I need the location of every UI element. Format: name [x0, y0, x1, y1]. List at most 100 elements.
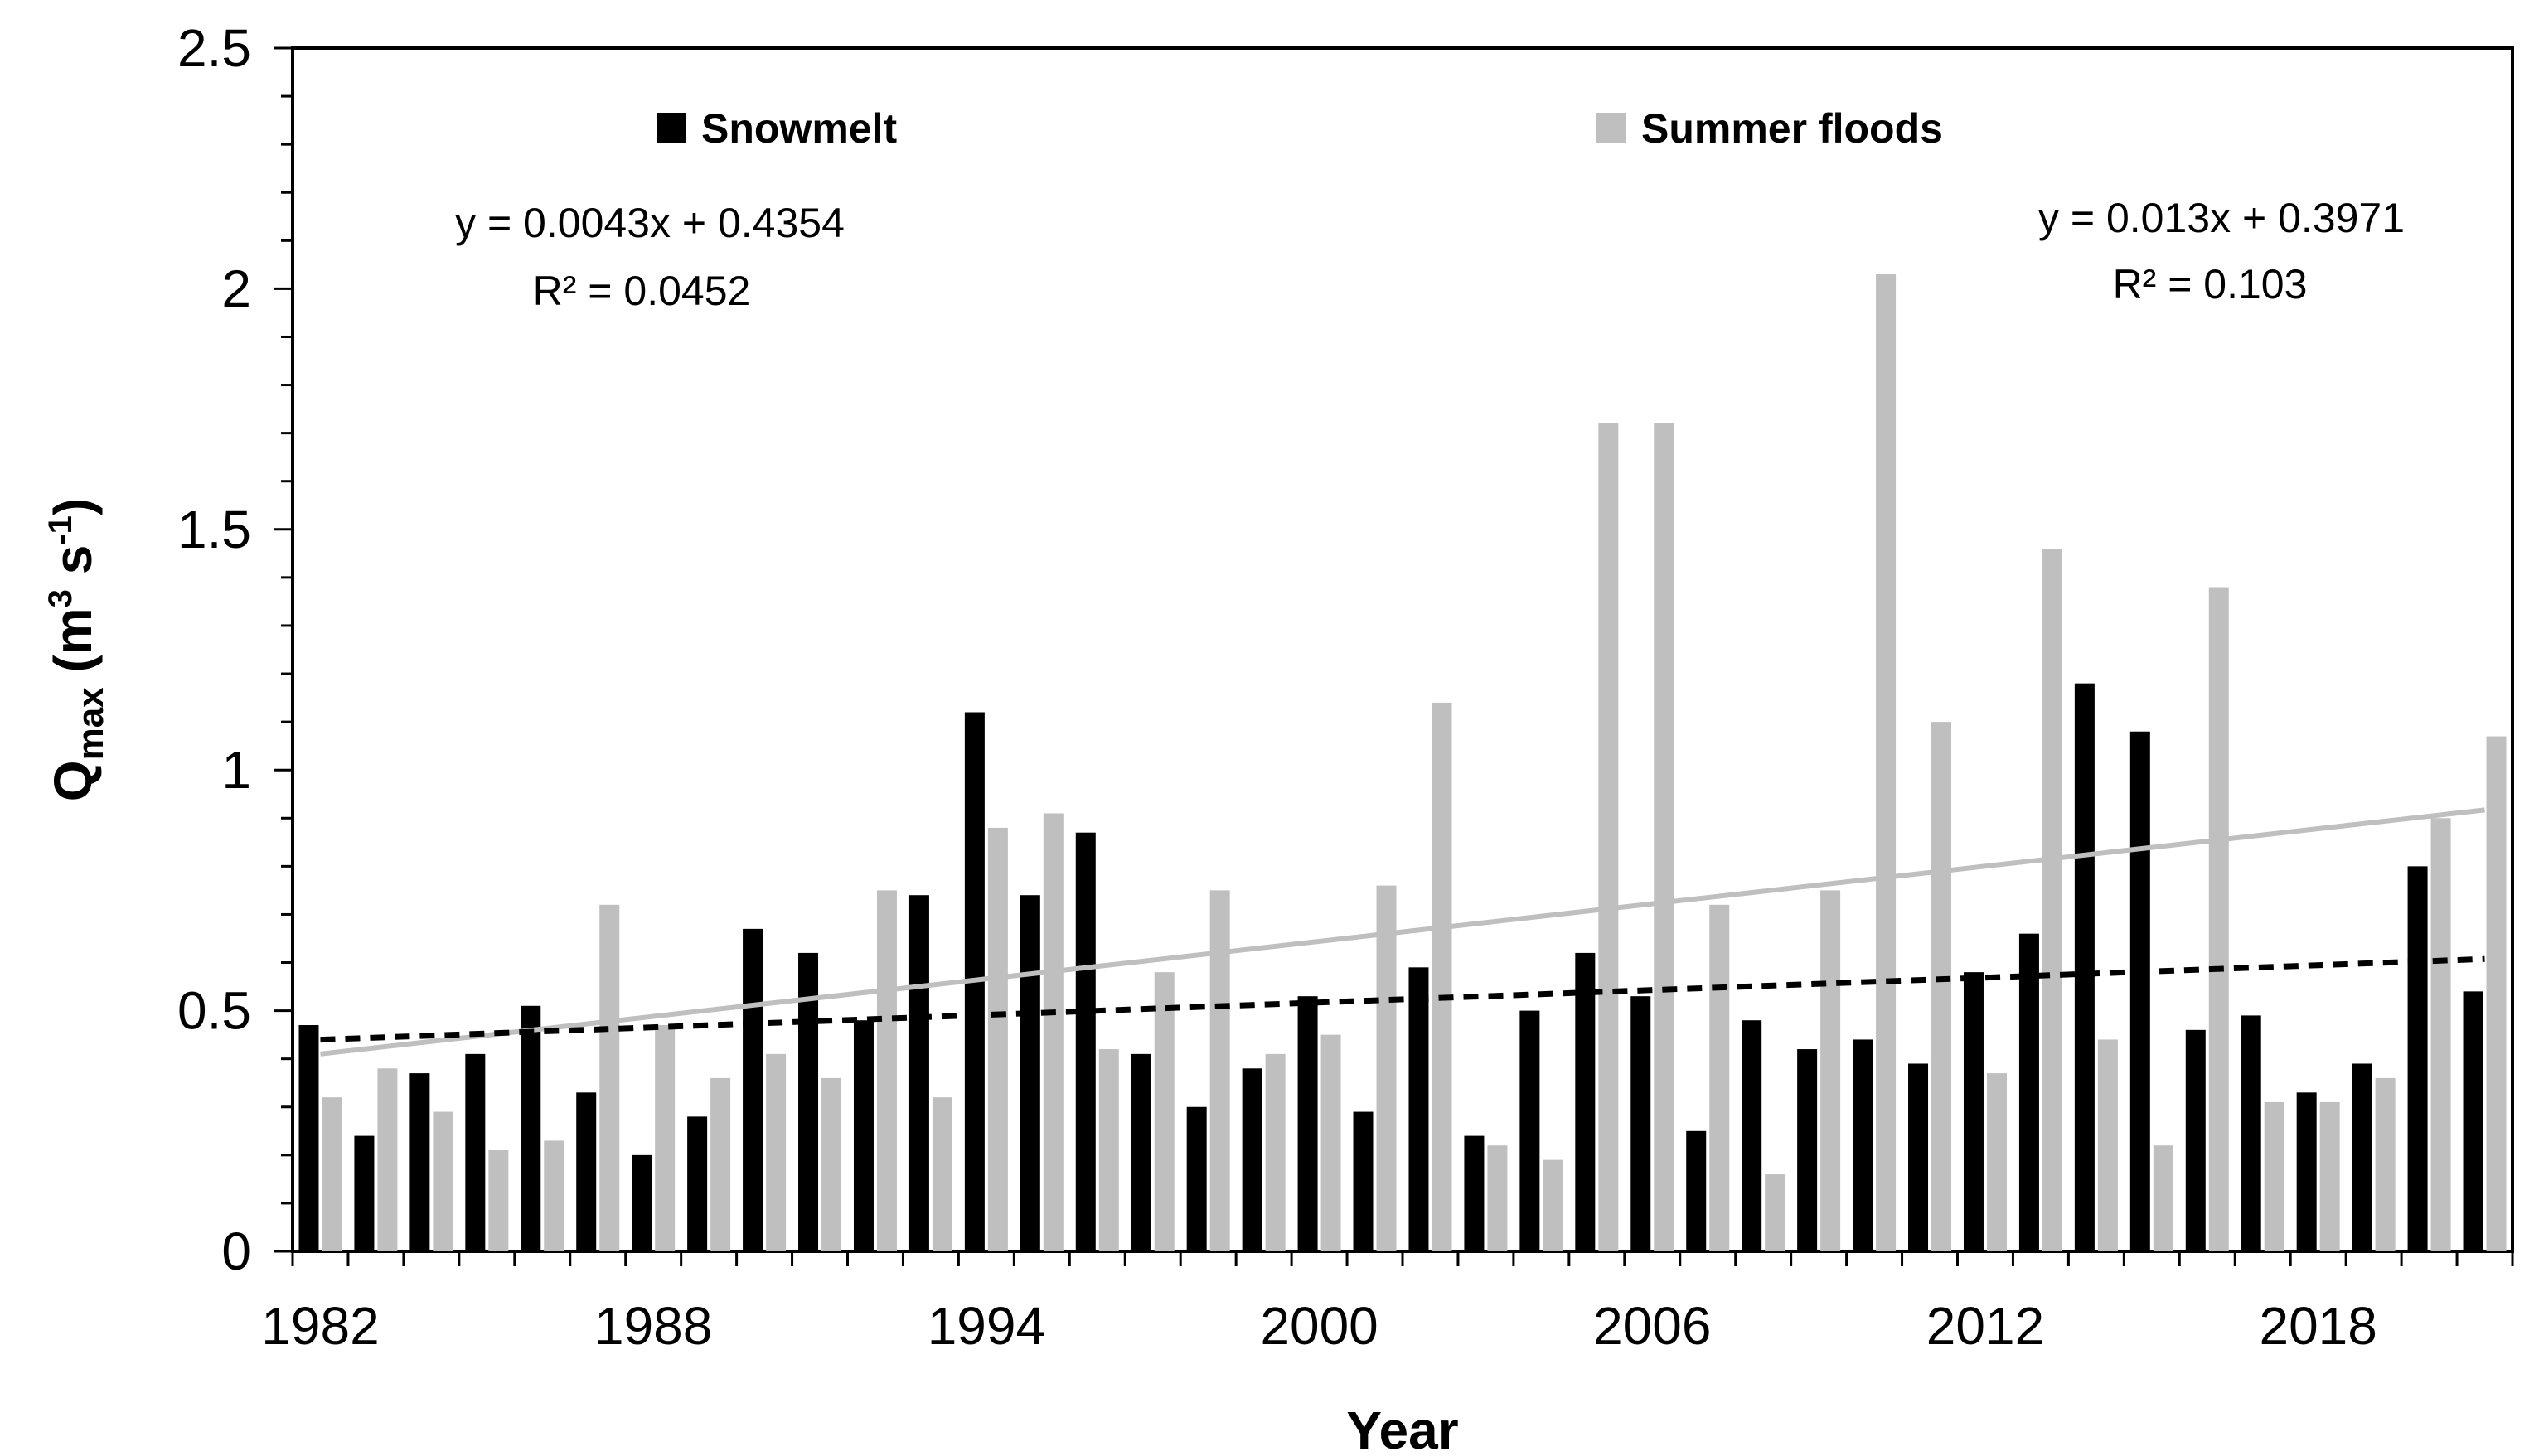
snowmelt-bar — [1575, 952, 1596, 1251]
snowmelt-bar — [576, 1092, 597, 1251]
summer-floods-bar — [2208, 587, 2229, 1251]
summer-floods-bar — [987, 827, 1008, 1251]
legend-swatch-snowmelt — [657, 113, 686, 143]
snowmelt-bar — [1464, 1135, 1485, 1251]
summer-floods-bar — [1376, 885, 1397, 1251]
x-tick-label: 1982 — [261, 1296, 379, 1356]
y-tick-label: 1.5 — [177, 500, 251, 559]
snowmelt-bar — [2241, 1015, 2261, 1251]
snowmelt-bar — [853, 1020, 874, 1251]
snowmelt-bar — [2185, 1029, 2206, 1251]
snowmelt-bar — [1131, 1053, 1151, 1251]
summer-floods-bar — [932, 1097, 952, 1251]
trendlines — [320, 807, 2485, 1057]
snowmelt-bar — [1519, 1010, 1540, 1251]
snowmelt-bar — [2296, 1092, 2317, 1251]
snowmelt-bar — [1797, 1049, 1818, 1251]
snowmelt-bar — [465, 1053, 486, 1251]
snowmelt-bar — [2018, 933, 2039, 1251]
snowmelt-bar — [1686, 1130, 1707, 1251]
snowmelt-bar — [521, 1005, 541, 1251]
snowmelt-bar — [1853, 1039, 1873, 1251]
snowmelt-bar — [1908, 1063, 1929, 1251]
y-axis: 0 0.5 1 1.5 2 2.5 — [177, 18, 293, 1281]
summer-floods-trendline — [320, 807, 2485, 1057]
summer-floods-bar — [1986, 1073, 2007, 1251]
summer-floods-bar — [1765, 1174, 1785, 1251]
snowmelt-bar — [908, 895, 929, 1251]
legend-swatch-summer-floods — [1596, 113, 1626, 143]
snowmelt-bar — [743, 928, 763, 1251]
snowmelt-bar — [354, 1135, 375, 1251]
y-tick-label: 2 — [221, 259, 251, 318]
x-axis: 1982 1988 1994 2000 2006 2012 2018 — [261, 1251, 2514, 1356]
summer-floods-r2: R² = 0.103 — [2113, 261, 2308, 307]
snowmelt-bar — [298, 1025, 319, 1251]
snowmelt-bar — [2463, 991, 2483, 1251]
summer-floods-bar — [544, 1140, 564, 1251]
x-tick-label: 1994 — [928, 1296, 1045, 1356]
summer-floods-bar — [1709, 904, 1730, 1251]
snowmelt-bar — [1186, 1106, 1207, 1251]
snowmelt-bar — [1408, 967, 1429, 1251]
summer-floods-bar — [2153, 1145, 2173, 1251]
legend-label-summer-floods: Summer floods — [1641, 105, 1943, 152]
snowmelt-bar — [632, 1154, 652, 1251]
summer-floods-bar — [2319, 1101, 2340, 1251]
snowmelt-bar — [1742, 1020, 1762, 1251]
snowmelt-trendline — [320, 955, 2485, 1043]
snowmelt-bar — [798, 952, 819, 1251]
summer-floods-bar — [2486, 736, 2507, 1251]
snowmelt-bar — [1297, 996, 1318, 1251]
summer-floods-bar — [2097, 1039, 2118, 1251]
snowmelt-bar — [2352, 1063, 2372, 1251]
x-tick-label: 2000 — [1260, 1296, 1378, 1356]
snowmelt-bar — [1075, 832, 1096, 1251]
x-tick-label: 2018 — [2259, 1296, 2377, 1356]
x-axis-title: Year — [1346, 1400, 1458, 1456]
summer-floods-bar — [1487, 1145, 1508, 1251]
summer-floods-bar — [2430, 818, 2451, 1251]
summer-floods-bar — [655, 1025, 676, 1251]
bars — [298, 273, 2507, 1251]
summer-floods-bar — [1543, 1159, 1563, 1251]
summer-floods-bar — [1931, 722, 1952, 1251]
summer-floods-bar — [488, 1150, 509, 1251]
summer-floods-bar — [599, 904, 620, 1251]
summer-floods-bar — [1654, 423, 1674, 1251]
summer-floods-bar — [322, 1097, 342, 1251]
summer-floods-bar — [1098, 1049, 1119, 1251]
y-tick-label: 0 — [221, 1221, 251, 1281]
summer-floods-bar — [876, 890, 897, 1251]
summer-floods-bar — [2042, 549, 2062, 1251]
legend-label-snowmelt: Snowmelt — [701, 105, 897, 152]
snowmelt-bar — [2074, 683, 2095, 1251]
summer-floods-bar — [1432, 702, 1452, 1251]
snowmelt-bar — [1353, 1111, 1374, 1251]
summer-floods-bar — [1876, 273, 1897, 1251]
summer-floods-bar — [1209, 890, 1230, 1251]
summer-floods-bar — [710, 1077, 731, 1251]
summer-floods-bar — [821, 1077, 842, 1251]
snowmelt-bar — [409, 1073, 430, 1251]
snowmelt-bar — [687, 1116, 708, 1251]
summer-floods-bar — [433, 1111, 453, 1251]
legend: Snowmelt Summer floods — [657, 105, 1943, 152]
summer-floods-bar — [1598, 423, 1619, 1251]
summer-floods-bar — [377, 1068, 398, 1251]
summer-floods-equation: y = 0.013x + 0.3971 — [2038, 195, 2405, 241]
snowmelt-bar — [1630, 996, 1651, 1251]
y-tick-label: 1 — [221, 740, 251, 800]
snowmelt-bar — [1020, 895, 1040, 1251]
x-tick-label: 1988 — [594, 1296, 712, 1356]
summer-floods-bar — [1043, 813, 1064, 1251]
summer-floods-bar — [1154, 972, 1175, 1251]
x-tick-label: 2012 — [1926, 1296, 2044, 1356]
summer-floods-bar — [2264, 1101, 2284, 1251]
y-tick-label: 0.5 — [177, 981, 251, 1041]
snowmelt-r2: R² = 0.0452 — [533, 268, 751, 314]
summer-floods-bar — [1820, 890, 1841, 1251]
snowmelt-bar — [2407, 866, 2428, 1251]
x-tick-label: 2006 — [1593, 1296, 1711, 1356]
